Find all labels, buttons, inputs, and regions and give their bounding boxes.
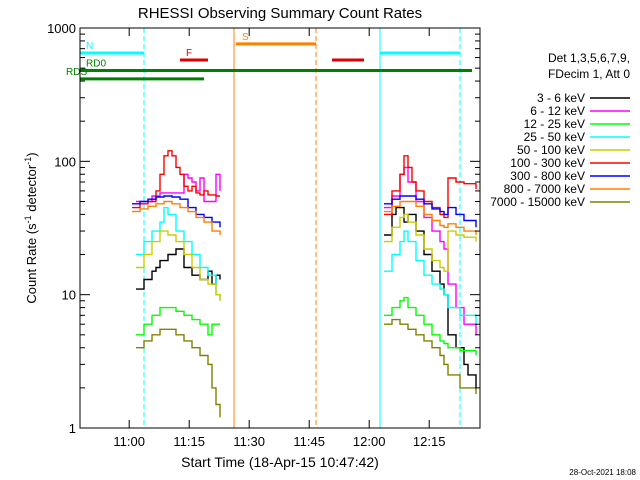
x-axis-ticks: 11:00 11:15 11:30 11:45 12:00 12:15 (113, 28, 445, 449)
y-axis-label-sup2: -1 (23, 157, 33, 165)
y-axis-label-part3: ) (24, 152, 39, 156)
series-line-800-7000-kev-seg2 (384, 200, 477, 235)
series-line-50-100-kev-seg2 (384, 213, 477, 272)
x-tick-label-12-00: 12:00 (353, 434, 386, 449)
series-line-12-25-kev-seg2 (384, 296, 477, 356)
legend-label-50-100-kev: 50 - 100 keV (517, 143, 585, 157)
x-tick-label-11-00: 11:00 (113, 434, 145, 449)
plot-frame (79, 27, 481, 429)
y-axis-label-part2: detector (24, 164, 39, 215)
series-line-6-12-kev-seg1 (136, 173, 221, 203)
boundary-lines (80, 28, 461, 428)
legend-label-7000-15000-kev: 7000 - 15000 keV (490, 195, 585, 209)
y-tick-label-1: 1 (69, 421, 76, 436)
series-lines (132, 150, 477, 418)
series-line-300-800-kev-seg1 (132, 195, 221, 228)
state-bar-label-f: F (186, 48, 192, 59)
series-line-7000-15000-kev-seg1 (136, 328, 221, 418)
y-tick-label-1000: 1000 (47, 21, 76, 36)
legend-header-line2: FDecim 1, Att 0 (548, 67, 630, 81)
x-tick-label-11-15: 11:15 (173, 434, 205, 449)
series-line-800-7000-kev-seg1 (132, 200, 221, 235)
state-bar-label-rd0: RD0 (86, 59, 106, 70)
y-axis-label-sup1: -1 (23, 215, 33, 223)
legend: Det 1,3,5,6,7,9, FDecim 1, Att 0 3 - 6 k… (490, 51, 630, 209)
y-axis-label: Count Rate (s-1 detector-1) (23, 152, 39, 303)
series-line-50-100-kev-seg1 (136, 230, 221, 301)
x-tick-label-11-30: 11:30 (233, 434, 265, 449)
legend-header-line1: Det 1,3,5,6,7,9, (548, 51, 630, 65)
x-tick-label-11-45: 11:45 (293, 434, 325, 449)
series-line-100-300-kev-seg1 (132, 150, 220, 209)
y-tick-label-10: 10 (62, 288, 76, 303)
x-tick-label-12-15: 12:15 (413, 434, 446, 449)
legend-label-100-300-kev: 100 - 300 keV (510, 156, 585, 170)
x-axis-label: Start Time (18-Apr-15 10:47:42) (181, 454, 379, 470)
series-line-25-50-kev-seg2 (384, 230, 477, 325)
legend-label-3-6-kev: 3 - 6 keV (537, 91, 585, 105)
series-line-25-50-kev-seg1 (136, 206, 221, 301)
legend-label-800-7000-kev: 800 - 7000 keV (504, 182, 585, 196)
footer-date: 28-Oct-2021 18:08 (569, 468, 636, 477)
legend-label-25-50-kev: 25 - 50 keV (524, 130, 585, 144)
state-bar-label-n: N (86, 41, 93, 52)
y-axis-label-part1: Count Rate (s (24, 223, 39, 304)
legend-label-12-25-kev: 12 - 25 keV (524, 117, 585, 131)
series-line-300-800-kev-seg2 (384, 195, 477, 228)
legend-label-6-12-kev: 6 - 12 keV (530, 104, 585, 118)
series-line-12-25-kev-seg1 (136, 306, 220, 336)
state-bar-label-s: S (242, 32, 249, 43)
state-bar-label-rds: RDS (66, 67, 87, 78)
y-axis-ticks: 1 10 100 1000 (47, 21, 480, 436)
series-line-7000-15000-kev-seg2 (384, 318, 477, 394)
series-line-6-12-kev-seg2 (384, 166, 477, 335)
chart-title: RHESSI Observing Summary Count Rates (138, 5, 422, 22)
y-tick-label-100: 100 (54, 154, 76, 169)
legend-label-300-800-kev: 300 - 800 keV (510, 169, 585, 183)
